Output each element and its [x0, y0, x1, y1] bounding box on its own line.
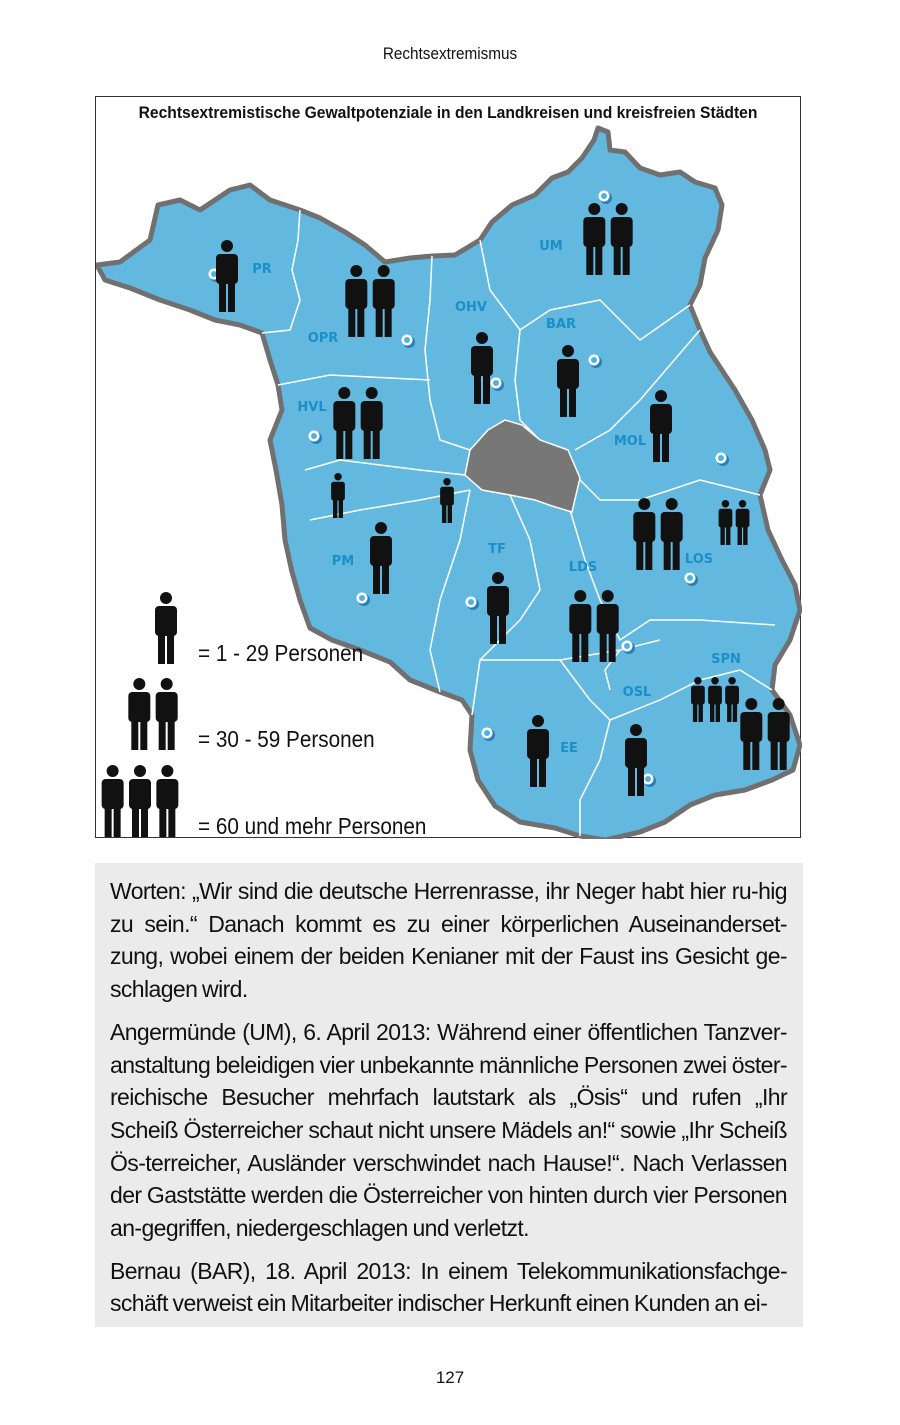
city-figures: [691, 677, 739, 722]
person-icon: [583, 203, 606, 275]
region-label-tf: TF: [488, 542, 506, 557]
city-figures: [331, 473, 345, 518]
running-header: Rechtsextremismus: [382, 44, 518, 63]
figures-lds: [569, 590, 619, 662]
region-label-spn: SPN: [711, 652, 741, 667]
person-icon: [633, 498, 656, 570]
person-icon: [527, 715, 549, 787]
person-icon: [372, 265, 395, 337]
person-icon: [155, 592, 177, 664]
map-title: Rechtsextremistische Gewaltpotenziale in…: [138, 103, 758, 122]
legend-label-3: = 60 und mehr Personen: [198, 813, 427, 839]
location-marker-icon: [401, 334, 415, 348]
person-icon: [129, 765, 151, 837]
legend-figures-1: [155, 592, 177, 664]
figures-bar: [557, 345, 579, 417]
region-label-um: UM: [539, 239, 563, 254]
location-marker-icon: [481, 727, 495, 741]
region-label-pr: PR: [252, 262, 272, 277]
legend-figures-3: [101, 765, 179, 837]
figures-um: [583, 203, 633, 275]
location-marker-icon: [588, 354, 602, 368]
region-label-hvl: HVL: [297, 400, 326, 415]
city-figures: [718, 500, 750, 545]
person-icon: [360, 387, 383, 459]
person-icon: [216, 240, 238, 312]
person-icon: [691, 677, 705, 722]
person-icon: [101, 765, 124, 837]
person-icon: [155, 678, 178, 750]
person-icon: [156, 765, 179, 837]
location-marker-icon: [621, 640, 635, 654]
person-icon: [767, 698, 790, 770]
region-label-mol: MOL: [614, 434, 646, 449]
region-label-ohv: OHV: [455, 300, 487, 315]
paragraph: Worten: „Wir sind die deutsche Herrenras…: [110, 878, 788, 1003]
person-icon: [128, 678, 151, 750]
location-marker-icon: [642, 773, 656, 787]
paragraph: Bernau (BAR), 18. April 2013: In einem T…: [110, 1257, 788, 1317]
person-icon: [345, 265, 368, 337]
person-icon: [331, 473, 345, 518]
legend-label-2: = 30 - 59 Personen: [198, 726, 375, 752]
figures-opr: [345, 265, 395, 337]
region-label-pm: PM: [332, 554, 354, 569]
location-marker-icon: [598, 190, 612, 204]
map-figure: Rechtsextremistische Gewaltpotenziale in…: [95, 96, 802, 839]
location-marker-icon: [490, 377, 504, 391]
location-markers: [208, 190, 729, 787]
location-marker-icon: [715, 452, 729, 466]
region-label-lds: LDS: [569, 560, 597, 575]
location-marker-icon: [465, 596, 479, 610]
figures-hvl: [333, 387, 383, 459]
person-icon: [735, 500, 750, 545]
figures-mol: [650, 390, 672, 462]
paragraph: Angermünde (UM), 6. April 2013: Während …: [110, 1018, 788, 1242]
region-label-los: LOS: [685, 552, 713, 567]
location-marker-icon: [356, 592, 370, 606]
figures-osl: [625, 724, 647, 796]
brandenburg-map: PR OPR OHV UM BAR HVL MOL PM TF LDS LOS SPN OSL EE: [96, 125, 802, 839]
region-label-osl: OSL: [623, 685, 652, 700]
figures-pm: [370, 522, 392, 594]
text-box: Worten: „Wir sind die deutsche Herrenras…: [95, 863, 803, 1327]
person-icon: [610, 203, 633, 275]
person-icon: [471, 332, 493, 404]
person-icon: [440, 478, 454, 523]
person-icon: [333, 387, 356, 459]
person-icon: [708, 677, 722, 722]
figures-ohv: [471, 332, 493, 404]
location-marker-icon: [308, 430, 322, 444]
person-icon: [740, 698, 763, 770]
legend-figures-2: [128, 678, 178, 750]
person-icon: [569, 590, 592, 662]
person-icon: [625, 724, 647, 796]
person-icon: [487, 572, 509, 644]
figures-pr: [216, 240, 238, 312]
legend-label-1: = 1 - 29 Personen: [198, 640, 364, 666]
person-icon: [650, 390, 672, 462]
region-label-opr: OPR: [308, 331, 339, 346]
person-icon: [718, 500, 733, 545]
figures-spn: [740, 698, 790, 770]
page-number: 127: [435, 1368, 465, 1387]
region-label-ee: EE: [560, 741, 578, 756]
person-icon: [557, 345, 579, 417]
city-figures: [440, 478, 454, 523]
figures-los: [633, 498, 683, 570]
figures-tf: [487, 572, 509, 644]
figures-ee: [527, 715, 549, 787]
person-icon: [370, 522, 392, 594]
person-icon: [725, 677, 739, 722]
person-icon: [596, 590, 619, 662]
berlin-area: [464, 419, 581, 513]
location-marker-icon: [684, 572, 698, 586]
person-icon: [660, 498, 683, 570]
region-label-bar: BAR: [546, 317, 576, 332]
